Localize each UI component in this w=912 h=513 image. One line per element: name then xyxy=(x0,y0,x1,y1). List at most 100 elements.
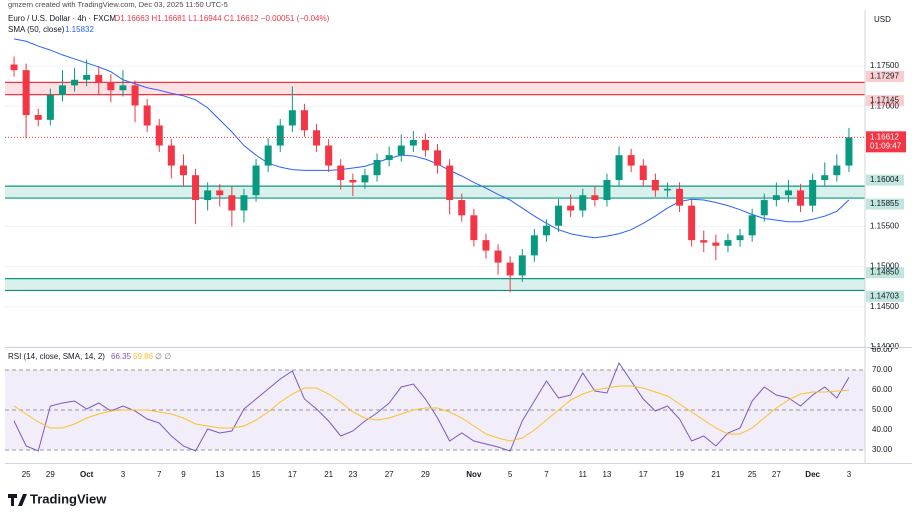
candle-body xyxy=(724,240,732,246)
last-price-label: 1.16612 xyxy=(870,132,899,141)
x-tick-label: 27 xyxy=(772,470,781,479)
rsi-ma-line xyxy=(13,385,849,442)
layers: 1.17500 1.17000 1.15500 1.15000 1.14500 1.140… xyxy=(5,38,906,479)
candle-body xyxy=(446,165,454,201)
y-tick-label: 1.14000 xyxy=(870,342,899,351)
candle-body xyxy=(373,159,381,176)
candle-body xyxy=(228,195,236,211)
candle-body xyxy=(700,240,708,243)
zone xyxy=(5,82,865,95)
candle-body xyxy=(555,205,563,226)
candle-body xyxy=(494,250,502,263)
na-values: ∅ ∅ xyxy=(155,352,171,361)
candle-body xyxy=(676,188,684,206)
zone-label-bg xyxy=(866,267,904,279)
candle-body xyxy=(663,188,671,191)
candle-body xyxy=(615,155,623,181)
candle-body xyxy=(119,85,127,91)
countdown: 01:09:47 xyxy=(870,141,902,150)
candle-body xyxy=(772,195,780,201)
candle-body xyxy=(833,165,841,176)
candle-body xyxy=(240,195,248,211)
sma-line xyxy=(13,38,850,239)
zone-label-bg xyxy=(866,174,904,186)
zone-label-bg xyxy=(866,198,904,210)
candle-body xyxy=(325,145,333,166)
candle-body xyxy=(603,180,611,201)
x-tick-label: 7 xyxy=(544,470,549,479)
zone-label: 1.15855 xyxy=(870,199,899,208)
x-tick-label: Nov xyxy=(466,470,482,479)
candle-body xyxy=(506,262,514,276)
candle-body xyxy=(167,145,175,166)
candle-body xyxy=(784,190,792,196)
candle-body xyxy=(458,200,466,216)
candle-body xyxy=(216,190,224,196)
candle-body xyxy=(179,165,187,176)
zone xyxy=(5,186,865,199)
candle-body xyxy=(83,74,91,80)
candle-body xyxy=(71,79,79,86)
x-tick-label: 17 xyxy=(288,470,297,479)
candle-body xyxy=(639,165,647,181)
x-tick-label: 9 xyxy=(181,470,186,479)
y-tick-label: 1.15500 xyxy=(870,222,899,231)
candle-body xyxy=(46,95,54,120)
candle-body xyxy=(748,215,756,236)
candle-body xyxy=(688,205,696,241)
candle-body xyxy=(300,110,308,131)
candle-body xyxy=(845,137,853,166)
rsi-legend: RSI (14, close, SMA, 14, 2) xyxy=(8,352,105,361)
candle-body xyxy=(821,175,829,181)
candle-body xyxy=(107,82,115,91)
x-tick-label: 3 xyxy=(121,470,126,479)
candle-body xyxy=(34,115,42,120)
zone-label: 1.14703 xyxy=(870,292,899,301)
sma-legend: SMA (50, close) xyxy=(8,25,65,34)
candle-body xyxy=(131,85,139,106)
x-tick-label: 25 xyxy=(22,470,31,479)
candle-body xyxy=(385,155,393,160)
candle-body xyxy=(10,64,18,71)
candle-body xyxy=(591,195,599,201)
candle-body xyxy=(567,205,575,211)
candle-body xyxy=(409,139,417,146)
candle-body xyxy=(760,200,768,216)
candle-body xyxy=(95,74,103,83)
candle-body xyxy=(337,165,345,181)
zone-label: 1.14850 xyxy=(870,268,899,277)
zone-label: 1.17145 xyxy=(870,96,899,105)
x-tick-label: 15 xyxy=(252,470,261,479)
candle-body xyxy=(288,110,296,126)
x-tick-label: 17 xyxy=(639,470,648,479)
x-tick-label: 3 xyxy=(847,470,852,479)
candle-body xyxy=(58,85,66,96)
ohlc-legend: O1.16663 H1.16681 L1.16944 C1.16612 −0.0… xyxy=(114,14,330,23)
candle-body xyxy=(470,215,478,241)
x-tick-label: 13 xyxy=(602,470,611,479)
x-tick-label: 29 xyxy=(46,470,55,479)
candle-body xyxy=(276,125,284,146)
candle-body xyxy=(361,175,369,183)
logo-text: TradingView xyxy=(30,491,107,506)
last-price-bg xyxy=(866,131,906,153)
y-tick-label: 1.14500 xyxy=(870,302,899,311)
zone-label: 1.16004 xyxy=(870,175,899,184)
x-tick-label: 5 xyxy=(508,470,513,479)
x-tick-label: 21 xyxy=(711,470,720,479)
symbol: Euro / U.S. Dollar · 4h · FXCM xyxy=(8,14,116,23)
logo: TradingView xyxy=(8,491,107,506)
candle-body xyxy=(143,105,151,126)
rsi-value: 66.35 xyxy=(111,352,132,361)
x-tick-label: Dec xyxy=(805,470,820,479)
candle-body xyxy=(809,180,817,206)
candle-body xyxy=(482,240,490,251)
logo-mark xyxy=(8,494,27,506)
rsi-ma-value: 59.86 xyxy=(133,352,154,361)
candle-body xyxy=(434,150,442,166)
x-tick-label: 7 xyxy=(157,470,162,479)
candle-body xyxy=(313,130,321,146)
candle-body xyxy=(421,139,429,151)
